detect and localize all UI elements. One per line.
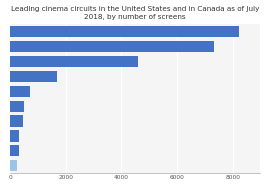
Bar <box>10 115 23 127</box>
Bar <box>10 41 214 52</box>
Bar <box>10 130 19 142</box>
Bar <box>10 26 239 37</box>
Bar <box>10 145 19 156</box>
Title: Leading cinema circuits in the United States and in Canada as of July
2018, by n: Leading cinema circuits in the United St… <box>11 5 259 19</box>
Bar <box>10 56 138 67</box>
Bar <box>10 86 30 97</box>
Bar <box>10 160 17 171</box>
Bar <box>10 101 24 112</box>
Bar <box>10 71 57 82</box>
